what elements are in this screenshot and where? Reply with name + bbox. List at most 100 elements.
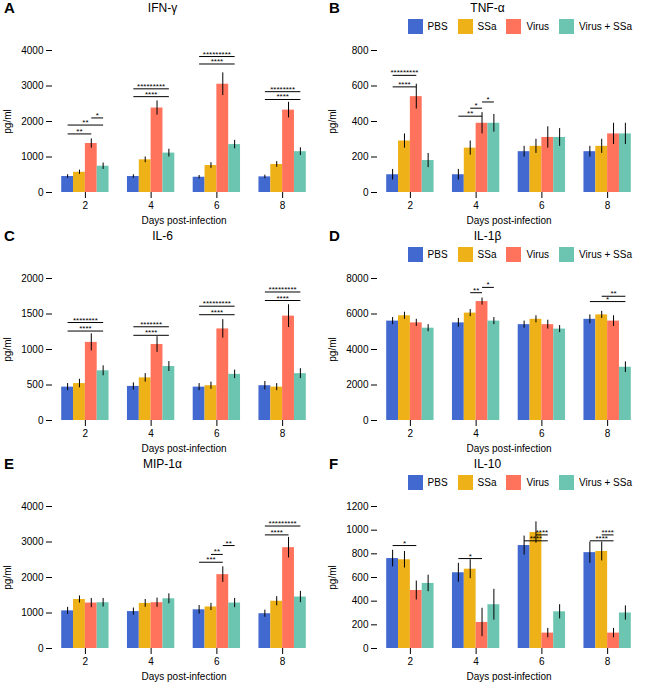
svg-text:**: ** [82,118,88,127]
svg-text:**: ** [226,539,232,548]
svg-text:*********: ********* [203,50,231,59]
svg-text:4: 4 [148,200,154,211]
svg-text:0: 0 [363,415,369,426]
svg-text:**: ** [473,286,479,295]
svg-text:8: 8 [280,428,286,439]
svg-text:**: ** [214,547,220,556]
svg-text:4: 4 [148,656,154,667]
svg-text:500: 500 [27,379,44,390]
svg-text:3000: 3000 [21,536,44,547]
svg-text:2: 2 [408,428,414,439]
svg-text:****: **** [398,80,410,89]
svg-text:6: 6 [214,200,220,211]
svg-text:8000: 8000 [346,273,369,284]
svg-text:6000: 6000 [346,308,369,319]
svg-text:pg/ml: pg/ml [2,565,13,589]
svg-text:1200: 1200 [346,501,369,512]
svg-text:8: 8 [280,200,286,211]
svg-text:0: 0 [38,187,44,198]
svg-text:0: 0 [363,187,369,198]
svg-text:pg/ml: pg/ml [327,109,338,133]
svg-text:4: 4 [473,200,479,211]
svg-text:2000: 2000 [21,572,44,583]
svg-text:1000: 1000 [346,524,369,535]
svg-text:6: 6 [214,656,220,667]
svg-text:0: 0 [38,643,44,654]
svg-text:2: 2 [83,428,89,439]
svg-text:****: **** [145,328,157,337]
svg-text:6: 6 [539,656,545,667]
svg-text:****: **** [276,92,288,101]
svg-text:600: 600 [352,80,369,91]
svg-text:****: **** [276,294,288,303]
svg-text:*********: ********* [269,519,297,528]
svg-text:2000: 2000 [21,273,44,284]
svg-text:**: ** [76,127,82,136]
svg-text:Days post-infection: Days post-infection [466,443,551,454]
svg-text:400: 400 [352,595,369,606]
svg-text:*: * [469,552,472,561]
svg-text:*: * [475,101,478,110]
svg-text:Days post-infection: Days post-infection [466,215,551,226]
svg-text:**: ** [610,289,616,298]
svg-text:1500: 1500 [21,308,44,319]
svg-text:********: ******** [270,85,295,94]
svg-text:2: 2 [408,656,414,667]
svg-text:****: **** [211,308,223,317]
svg-text:0: 0 [38,415,44,426]
svg-text:1000: 1000 [21,151,44,162]
svg-text:800: 800 [352,548,369,559]
svg-text:*******: ******* [140,320,162,329]
svg-text:6: 6 [539,200,545,211]
svg-text:****: **** [536,528,548,537]
svg-text:pg/ml: pg/ml [2,337,13,361]
svg-text:0: 0 [363,643,369,654]
svg-text:8: 8 [605,656,611,667]
svg-text:****: **** [145,90,157,99]
svg-text:4: 4 [473,656,479,667]
svg-text:8: 8 [605,428,611,439]
svg-text:400: 400 [352,116,369,127]
svg-text:2: 2 [83,656,89,667]
svg-text:***: *** [206,555,215,564]
svg-text:3000: 3000 [21,80,44,91]
svg-text:2: 2 [408,200,414,211]
svg-text:pg/ml: pg/ml [327,337,338,361]
svg-text:Days post-infection: Days post-infection [141,215,226,226]
svg-text:*********: ********* [203,299,231,308]
svg-text:2: 2 [83,200,89,211]
svg-text:8: 8 [605,200,611,211]
svg-text:********: ******** [73,316,98,325]
svg-text:600: 600 [352,572,369,583]
svg-text:*: * [96,111,99,120]
svg-text:*********: ********* [390,68,418,77]
svg-text:*: * [486,95,489,104]
svg-text:****: **** [270,528,282,537]
svg-text:4000: 4000 [21,501,44,512]
svg-text:*********: ********* [269,285,297,294]
svg-text:1000: 1000 [21,607,44,618]
svg-text:6: 6 [539,428,545,439]
svg-text:200: 200 [352,151,369,162]
svg-text:Days post-infection: Days post-infection [141,671,226,682]
svg-text:4: 4 [473,428,479,439]
svg-text:1000: 1000 [21,344,44,355]
svg-text:4: 4 [148,428,154,439]
svg-text:4000: 4000 [21,45,44,56]
svg-text:8: 8 [280,656,286,667]
svg-text:*: * [486,280,489,289]
svg-text:*: * [403,539,406,548]
svg-text:*********: ********* [137,82,165,91]
svg-text:200: 200 [352,619,369,630]
svg-text:6: 6 [214,428,220,439]
svg-text:Days post-infection: Days post-infection [466,671,551,682]
svg-text:2000: 2000 [21,116,44,127]
svg-text:pg/ml: pg/ml [327,565,338,589]
svg-text:4000: 4000 [346,344,369,355]
svg-text:****: **** [601,528,613,537]
svg-text:*: * [606,295,609,304]
svg-text:**: ** [467,109,473,118]
svg-text:800: 800 [352,45,369,56]
svg-text:Days post-infection: Days post-infection [141,443,226,454]
svg-text:****: **** [79,324,91,333]
